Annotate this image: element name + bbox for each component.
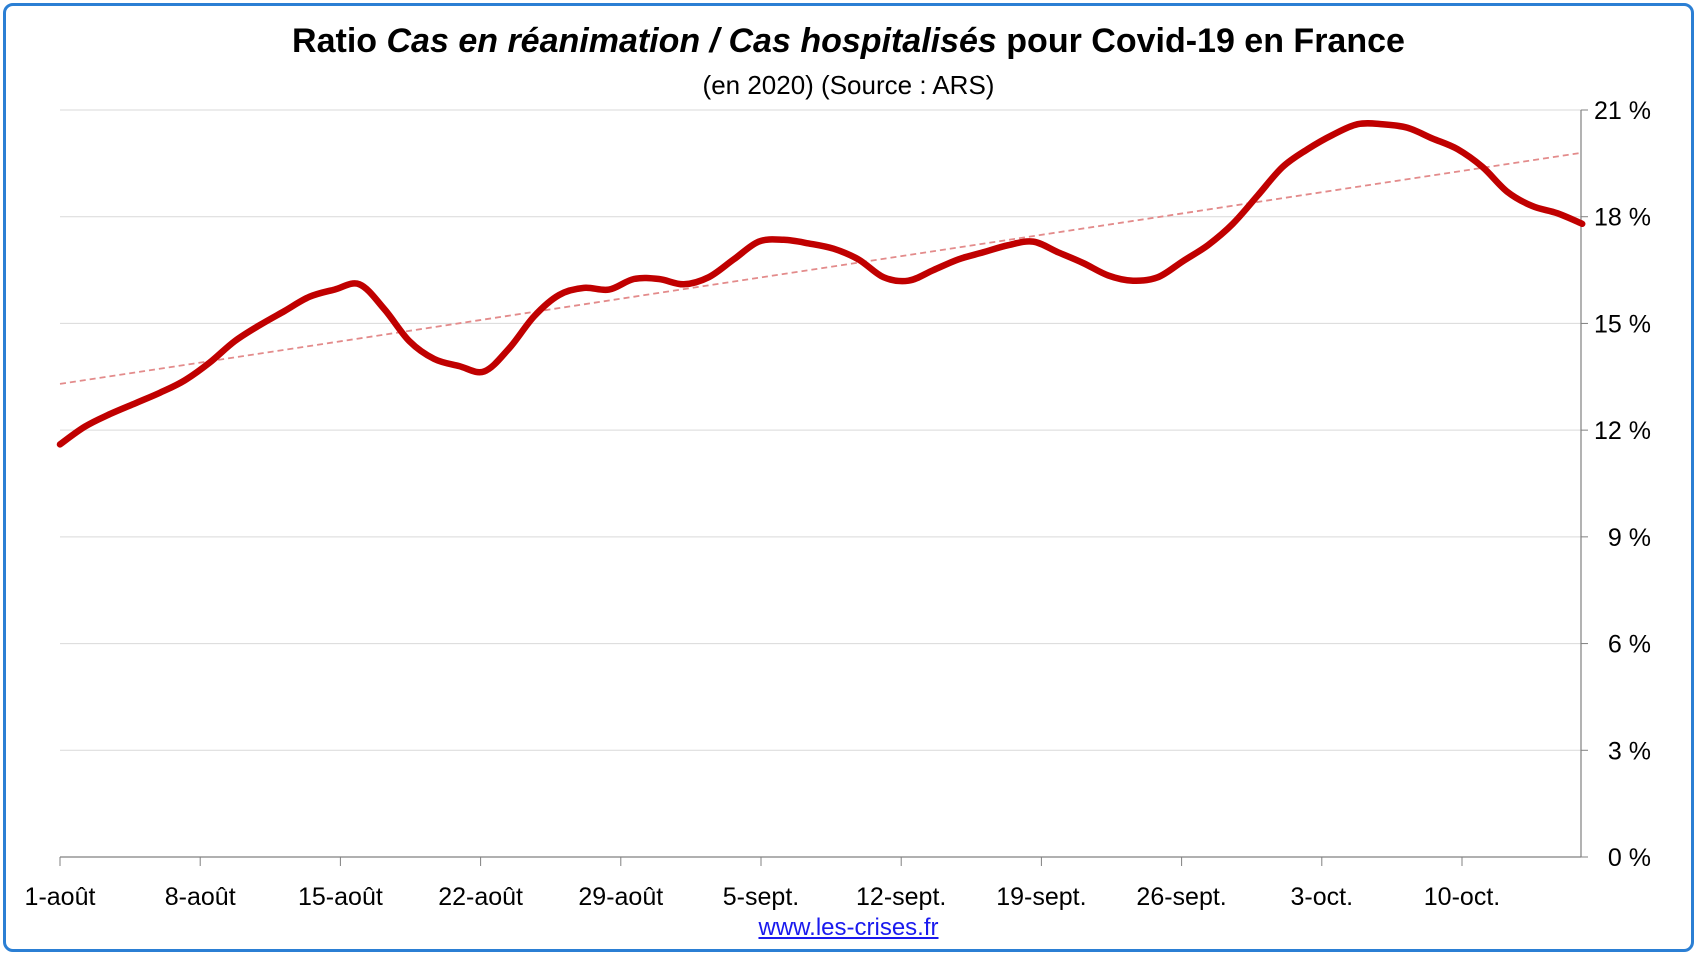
x-tick-label: 22-août	[438, 883, 523, 911]
trend-line	[59, 151, 1583, 385]
y-tick-label: 6 %	[1608, 631, 1651, 659]
chart-frame	[3, 3, 1694, 952]
x-tick-label: 8-août	[165, 883, 236, 911]
x-tick-label: 12-sept.	[856, 883, 946, 911]
title-prefix: Ratio	[292, 22, 387, 60]
x-tick-label: 29-août	[578, 883, 663, 911]
x-tick-label: 10-oct.	[1424, 883, 1500, 911]
title-separator: /	[700, 22, 729, 60]
series-line	[56, 120, 1586, 448]
chart-title: Ratio Cas en réanimation / Cas hospitali…	[0, 22, 1697, 61]
y-tick-label: 15 %	[1594, 310, 1651, 338]
x-tick-label: 5-sept.	[723, 883, 799, 911]
y-tick-label: 18 %	[1594, 204, 1651, 232]
x-tick-label: 15-août	[298, 883, 383, 911]
source-link[interactable]: www.les-crises.fr	[758, 914, 939, 941]
x-tick-label: 3-oct.	[1291, 883, 1354, 911]
x-tick-label: 1-août	[25, 883, 96, 911]
chart-subtitle: (en 2020) (Source : ARS)	[702, 70, 995, 100]
title-italic-b: Cas hospitalisés	[728, 22, 997, 60]
x-tick-label: 19-sept.	[996, 883, 1086, 911]
y-tick-label: 21 %	[1594, 97, 1651, 125]
y-tick-label: 0 %	[1608, 844, 1651, 872]
title-suffix: pour Covid-19 en France	[996, 22, 1405, 60]
title-italic-a: Cas en réanimation	[386, 22, 701, 60]
y-tick-label: 3 %	[1608, 737, 1651, 765]
y-tick-label: 12 %	[1594, 417, 1651, 445]
x-tick-label: 26-sept.	[1136, 883, 1226, 911]
y-tick-label: 9 %	[1608, 524, 1651, 552]
